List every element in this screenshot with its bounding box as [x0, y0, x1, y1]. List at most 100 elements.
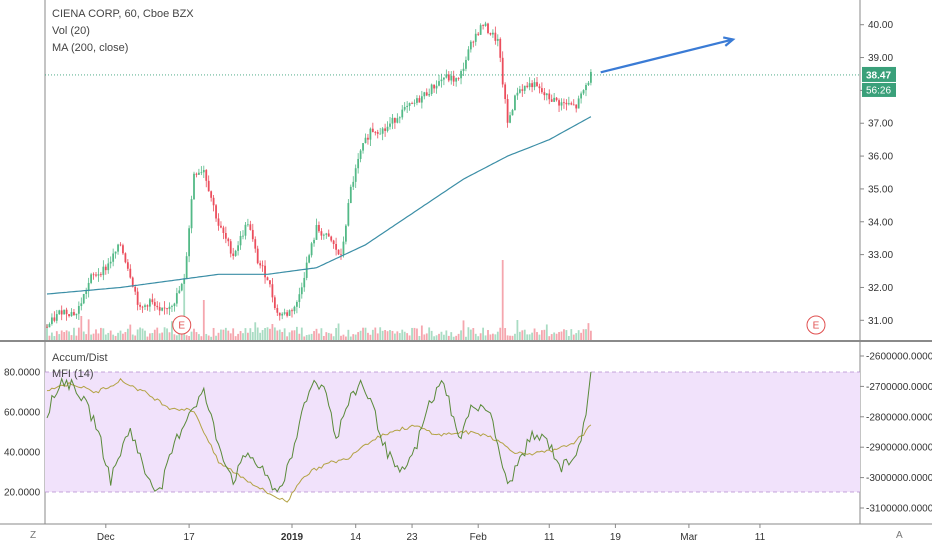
volume-bar [156, 327, 159, 340]
candle-body [342, 241, 345, 255]
earnings-marker-label: E [813, 321, 820, 332]
volume-bar [462, 320, 465, 340]
volume-bar [232, 328, 235, 340]
volume-bar [337, 323, 340, 340]
volume-bar [322, 335, 325, 340]
candle-body [558, 100, 560, 106]
candle-body [408, 103, 411, 106]
volume-bar [185, 335, 188, 340]
time-tick-label: 14 [350, 532, 362, 543]
volume-bar [479, 333, 482, 340]
candle-body [536, 82, 538, 87]
volume-bar [256, 327, 259, 340]
candle-body [53, 317, 56, 321]
candle-body [467, 49, 470, 60]
candle-body [499, 38, 502, 58]
candle-body [114, 251, 117, 254]
time-tick-label: Dec [97, 532, 115, 543]
candle-body [565, 102, 568, 105]
volume-bar [198, 334, 200, 340]
volume-bar [117, 332, 119, 340]
candle-body [420, 96, 423, 103]
candle-body [447, 74, 450, 81]
volume-bar [558, 332, 560, 340]
volume-bar [227, 330, 230, 340]
volume-bar [95, 329, 97, 340]
candle-body [460, 71, 462, 79]
volume-bar [298, 333, 301, 340]
candle-body [325, 233, 328, 235]
candle-body [158, 307, 161, 311]
volume-bar [313, 331, 315, 340]
volume-bar [386, 331, 389, 340]
volume-bar [107, 332, 110, 340]
auto-scale-icon[interactable]: A [896, 530, 903, 541]
candle-body [82, 293, 85, 304]
volume-bar [349, 336, 352, 340]
candle-body [266, 277, 269, 281]
candle-body [259, 263, 262, 266]
volume-bar [492, 333, 494, 340]
candle-body [261, 265, 264, 267]
candle-body [122, 245, 124, 254]
countdown-badge [862, 82, 896, 97]
candle-body [516, 92, 519, 96]
candle-body [352, 181, 355, 187]
candle-body [482, 25, 484, 27]
volume-bar [200, 336, 203, 340]
zoom-reset-icon[interactable]: Z [30, 530, 37, 541]
candle-body [232, 253, 235, 256]
candle-body [95, 274, 97, 276]
volume-bar [303, 336, 306, 340]
candle-body [541, 88, 543, 93]
candle-body [587, 82, 590, 85]
candle-body [428, 93, 431, 96]
candle-body [514, 95, 516, 111]
earnings-marker [806, 315, 826, 335]
volume-bar [210, 336, 213, 340]
candle-body [185, 256, 188, 279]
volume-bar [357, 332, 360, 340]
volume-bar [367, 332, 369, 340]
candle-body [425, 92, 428, 96]
candle-body [585, 84, 587, 91]
candle-body [335, 244, 337, 250]
volume-bar [60, 330, 63, 340]
volume-bar [435, 335, 438, 340]
candle-body [100, 274, 102, 276]
candle-body [406, 105, 409, 107]
candle-body [229, 241, 232, 254]
candle-body [48, 323, 51, 328]
earnings-marker [172, 315, 192, 335]
candle-body [376, 132, 379, 134]
candle-body [70, 312, 73, 317]
mfi-tick-label: 60.0000 [4, 408, 41, 419]
candle-body [457, 78, 460, 79]
volume-bar [384, 330, 386, 340]
candle-body [144, 305, 146, 307]
volume-bar [359, 330, 362, 340]
candle-body [73, 312, 75, 316]
volume-bar [489, 334, 492, 340]
candle-body [423, 92, 426, 97]
volume-legend: Vol (20) [52, 25, 90, 37]
candle-body [550, 99, 553, 102]
candle-body [487, 23, 489, 33]
candle-body [141, 306, 144, 308]
volume-bar [134, 335, 137, 340]
candle-body [281, 313, 284, 316]
volume-bar [293, 330, 296, 340]
volume-bar [224, 327, 227, 340]
volume-bar [445, 330, 448, 340]
volume-bar [48, 335, 51, 340]
candle-body [239, 235, 242, 246]
candle-body [171, 306, 173, 307]
volume-bar [305, 335, 308, 340]
trend-arrow-line [600, 38, 734, 74]
volume-bar [506, 335, 509, 340]
time-tick-label: 17 [184, 532, 196, 543]
volume-bar [217, 332, 220, 340]
volume-bar [271, 324, 274, 340]
volume-bar [288, 332, 291, 340]
candle-body [590, 71, 592, 83]
